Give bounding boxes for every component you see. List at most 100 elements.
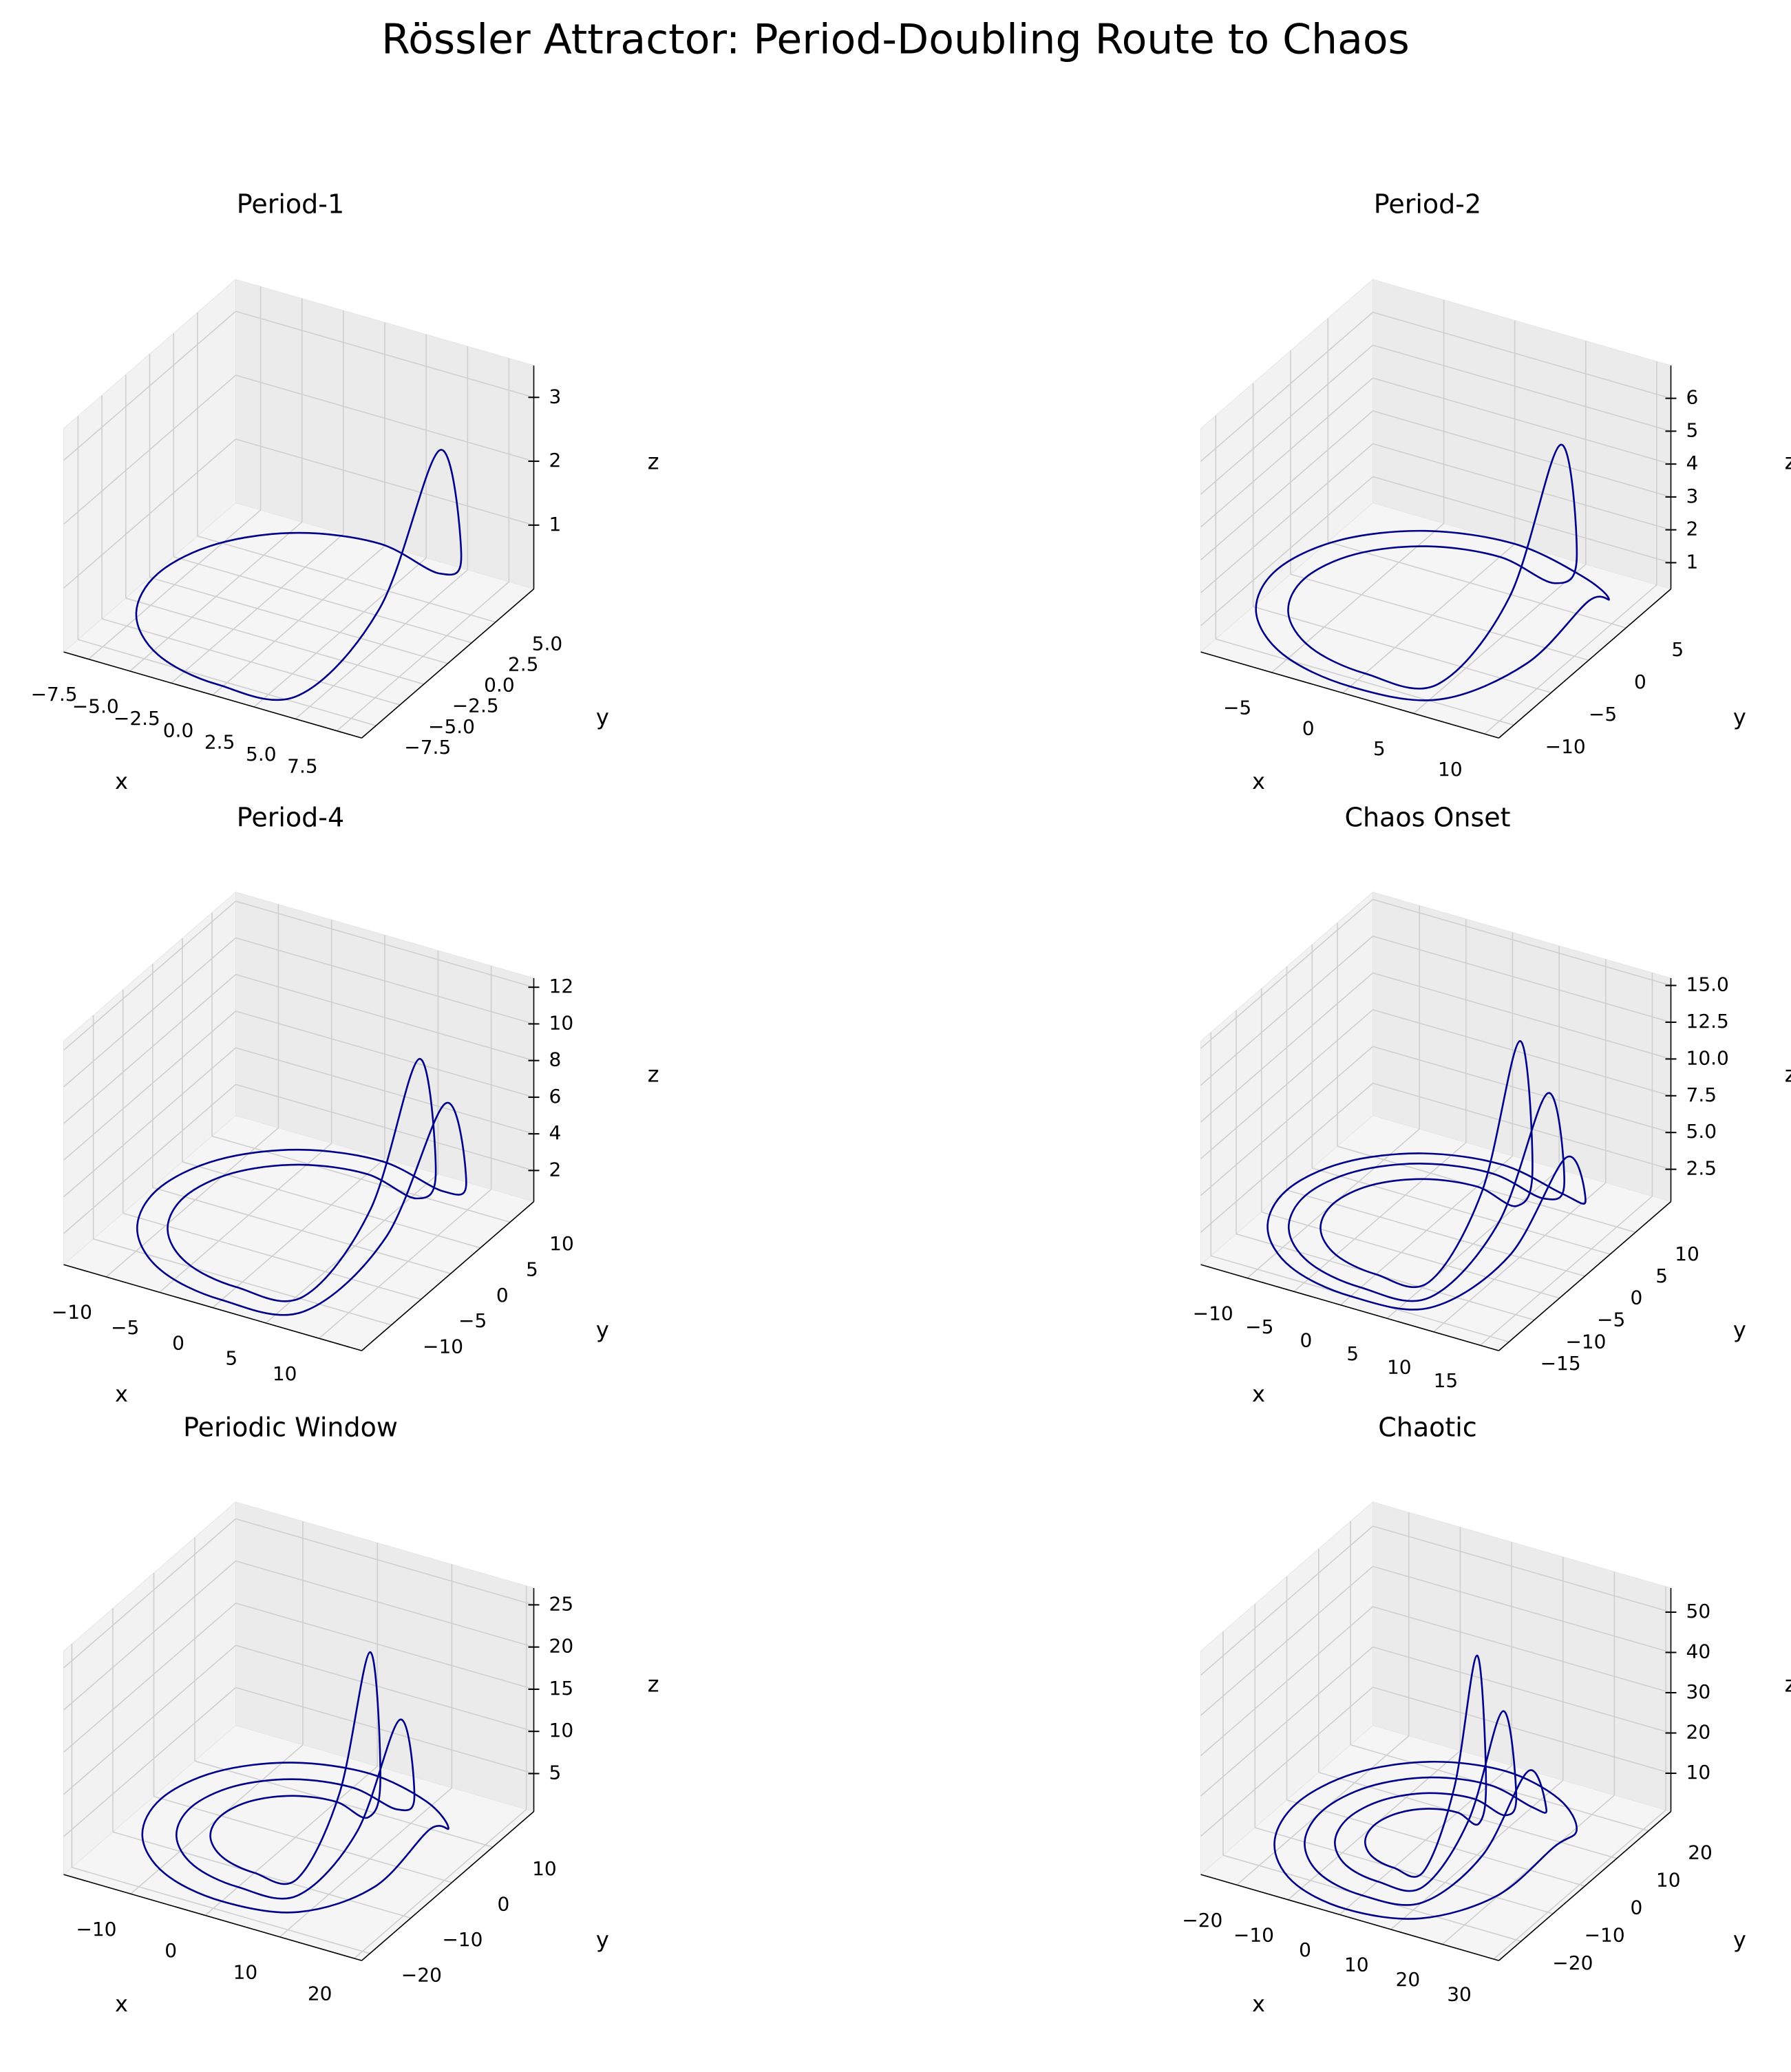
z-tick-label: 5.0: [1686, 1120, 1717, 1143]
x-tick-label: 10: [273, 1362, 297, 1385]
x-axis-label: x: [1252, 1991, 1265, 2017]
z-axis-label: z: [1785, 449, 1791, 475]
z-tick-label: 2: [1686, 518, 1699, 540]
axis-line: [1200, 651, 1499, 739]
y-tick-label: 0: [497, 1892, 509, 1915]
subplot-title: Period-2: [1374, 189, 1481, 220]
grid-line: [1200, 410, 1374, 561]
x-tick-label: −10: [1193, 1302, 1233, 1324]
trajectory: [1273, 1760, 1578, 1920]
grid-line: [101, 618, 401, 706]
y-tick-label: −5: [458, 1309, 487, 1332]
y-axis-label: y: [596, 1317, 609, 1343]
y-tick-label: −10: [1585, 1924, 1625, 1947]
grid-line: [1484, 584, 1657, 734]
y-tick-label: −5: [1589, 703, 1617, 726]
grid-line: [235, 1645, 534, 1732]
grid-line: [1373, 1565, 1671, 1653]
x-tick-label: −10: [1233, 1923, 1274, 1946]
grid-line: [1200, 377, 1374, 528]
x-tick-label: −20: [1182, 1909, 1222, 1932]
grid-line: [235, 1011, 534, 1098]
grid-line: [63, 374, 237, 525]
grid-line: [1373, 476, 1671, 564]
grid-line: [235, 1518, 534, 1606]
grid-line: [63, 1011, 237, 1161]
x-tick-label: 0: [1300, 1329, 1313, 1351]
grid-line: [1200, 1687, 1374, 1837]
x-axis-label: x: [115, 1381, 128, 1407]
x-tick-label: −5: [1245, 1315, 1273, 1338]
grid-line: [149, 577, 448, 664]
x-tick-label: −5: [111, 1316, 139, 1339]
grid-line: [235, 1687, 534, 1775]
trajectory: [1287, 444, 1578, 690]
grid-line: [78, 639, 377, 726]
trajectory: [1287, 1092, 1565, 1302]
z-axis-label: z: [1785, 1061, 1791, 1088]
axis-line: [1498, 1811, 1672, 1961]
x-axis-label: x: [1252, 768, 1265, 794]
grid-line: [1342, 543, 1516, 694]
grid-line: [1216, 638, 1514, 726]
z-tick-label: 6: [549, 1085, 562, 1108]
grid-line: [235, 374, 534, 462]
x-tick-label: 10: [1387, 1355, 1412, 1378]
grid-line: [63, 937, 237, 1088]
grid-line: [1200, 898, 1374, 1049]
trajectory: [1364, 1654, 1487, 1878]
z-tick-label: 3: [549, 385, 562, 408]
grid-line: [63, 1603, 237, 1753]
y-tick-label: −10: [442, 1928, 483, 1951]
z-tick-label: 10: [549, 1719, 574, 1742]
grid-line: [1373, 410, 1671, 498]
y-tick-label: 10: [532, 1857, 557, 1880]
y-tick-label: −15: [1540, 1352, 1581, 1375]
z-tick-label: 5: [549, 1761, 562, 1784]
trajectory: [1304, 1769, 1548, 1906]
y-axis-label: y: [596, 704, 609, 730]
grid-line: [1271, 522, 1445, 673]
grid-line: [1200, 1565, 1374, 1716]
grid-line: [123, 1212, 421, 1300]
grid-line: [1200, 476, 1374, 626]
x-tick-label: 0: [165, 1939, 177, 1962]
axis-line: [361, 1201, 535, 1351]
z-tick-label: 40: [1686, 1640, 1711, 1662]
grid-line: [63, 1047, 237, 1198]
y-axis-label: y: [596, 1927, 609, 1953]
grid-line: [63, 1687, 237, 1837]
y-tick-label: −20: [1552, 1952, 1593, 1974]
grid-line: [63, 1518, 237, 1669]
grid-line: [63, 1083, 237, 1234]
y-tick-label: −10: [1565, 1330, 1606, 1353]
x-tick-label: 5.0: [246, 743, 277, 765]
z-tick-label: 15.0: [1686, 973, 1729, 996]
z-tick-label: 30: [1686, 1680, 1711, 1703]
z-axis-label: z: [648, 1061, 659, 1088]
grid-line: [1200, 1009, 1374, 1159]
z-tick-label: 10.0: [1686, 1046, 1729, 1069]
trajectory: [175, 1719, 416, 1900]
figure-title: Rössler Attractor: Period-Doubling Route…: [381, 16, 1410, 64]
grid-line: [1373, 1082, 1671, 1170]
z-tick-label: 15: [549, 1677, 574, 1700]
z-tick-label: 10: [549, 1011, 574, 1034]
x-tick-label: 5: [225, 1347, 237, 1370]
grid-line: [1373, 1009, 1671, 1097]
grid-line: [1312, 1167, 1611, 1255]
grid-line: [235, 973, 534, 1061]
y-tick-label: −7.5: [404, 736, 451, 759]
x-tick-label: 10: [1344, 1954, 1369, 1976]
x-tick-label: −5.0: [72, 695, 119, 718]
y-tick-label: −20: [401, 1964, 442, 1987]
y-tick-label: 10: [1675, 1243, 1699, 1265]
trajectory: [1255, 529, 1610, 701]
x-tick-label: 20: [1396, 1968, 1421, 1991]
axis-line: [1200, 1264, 1499, 1351]
x-axis-label: x: [1252, 1381, 1265, 1407]
grid-line: [152, 1187, 452, 1274]
axis-line: [361, 1811, 535, 1961]
z-tick-label: 5: [1686, 419, 1699, 441]
